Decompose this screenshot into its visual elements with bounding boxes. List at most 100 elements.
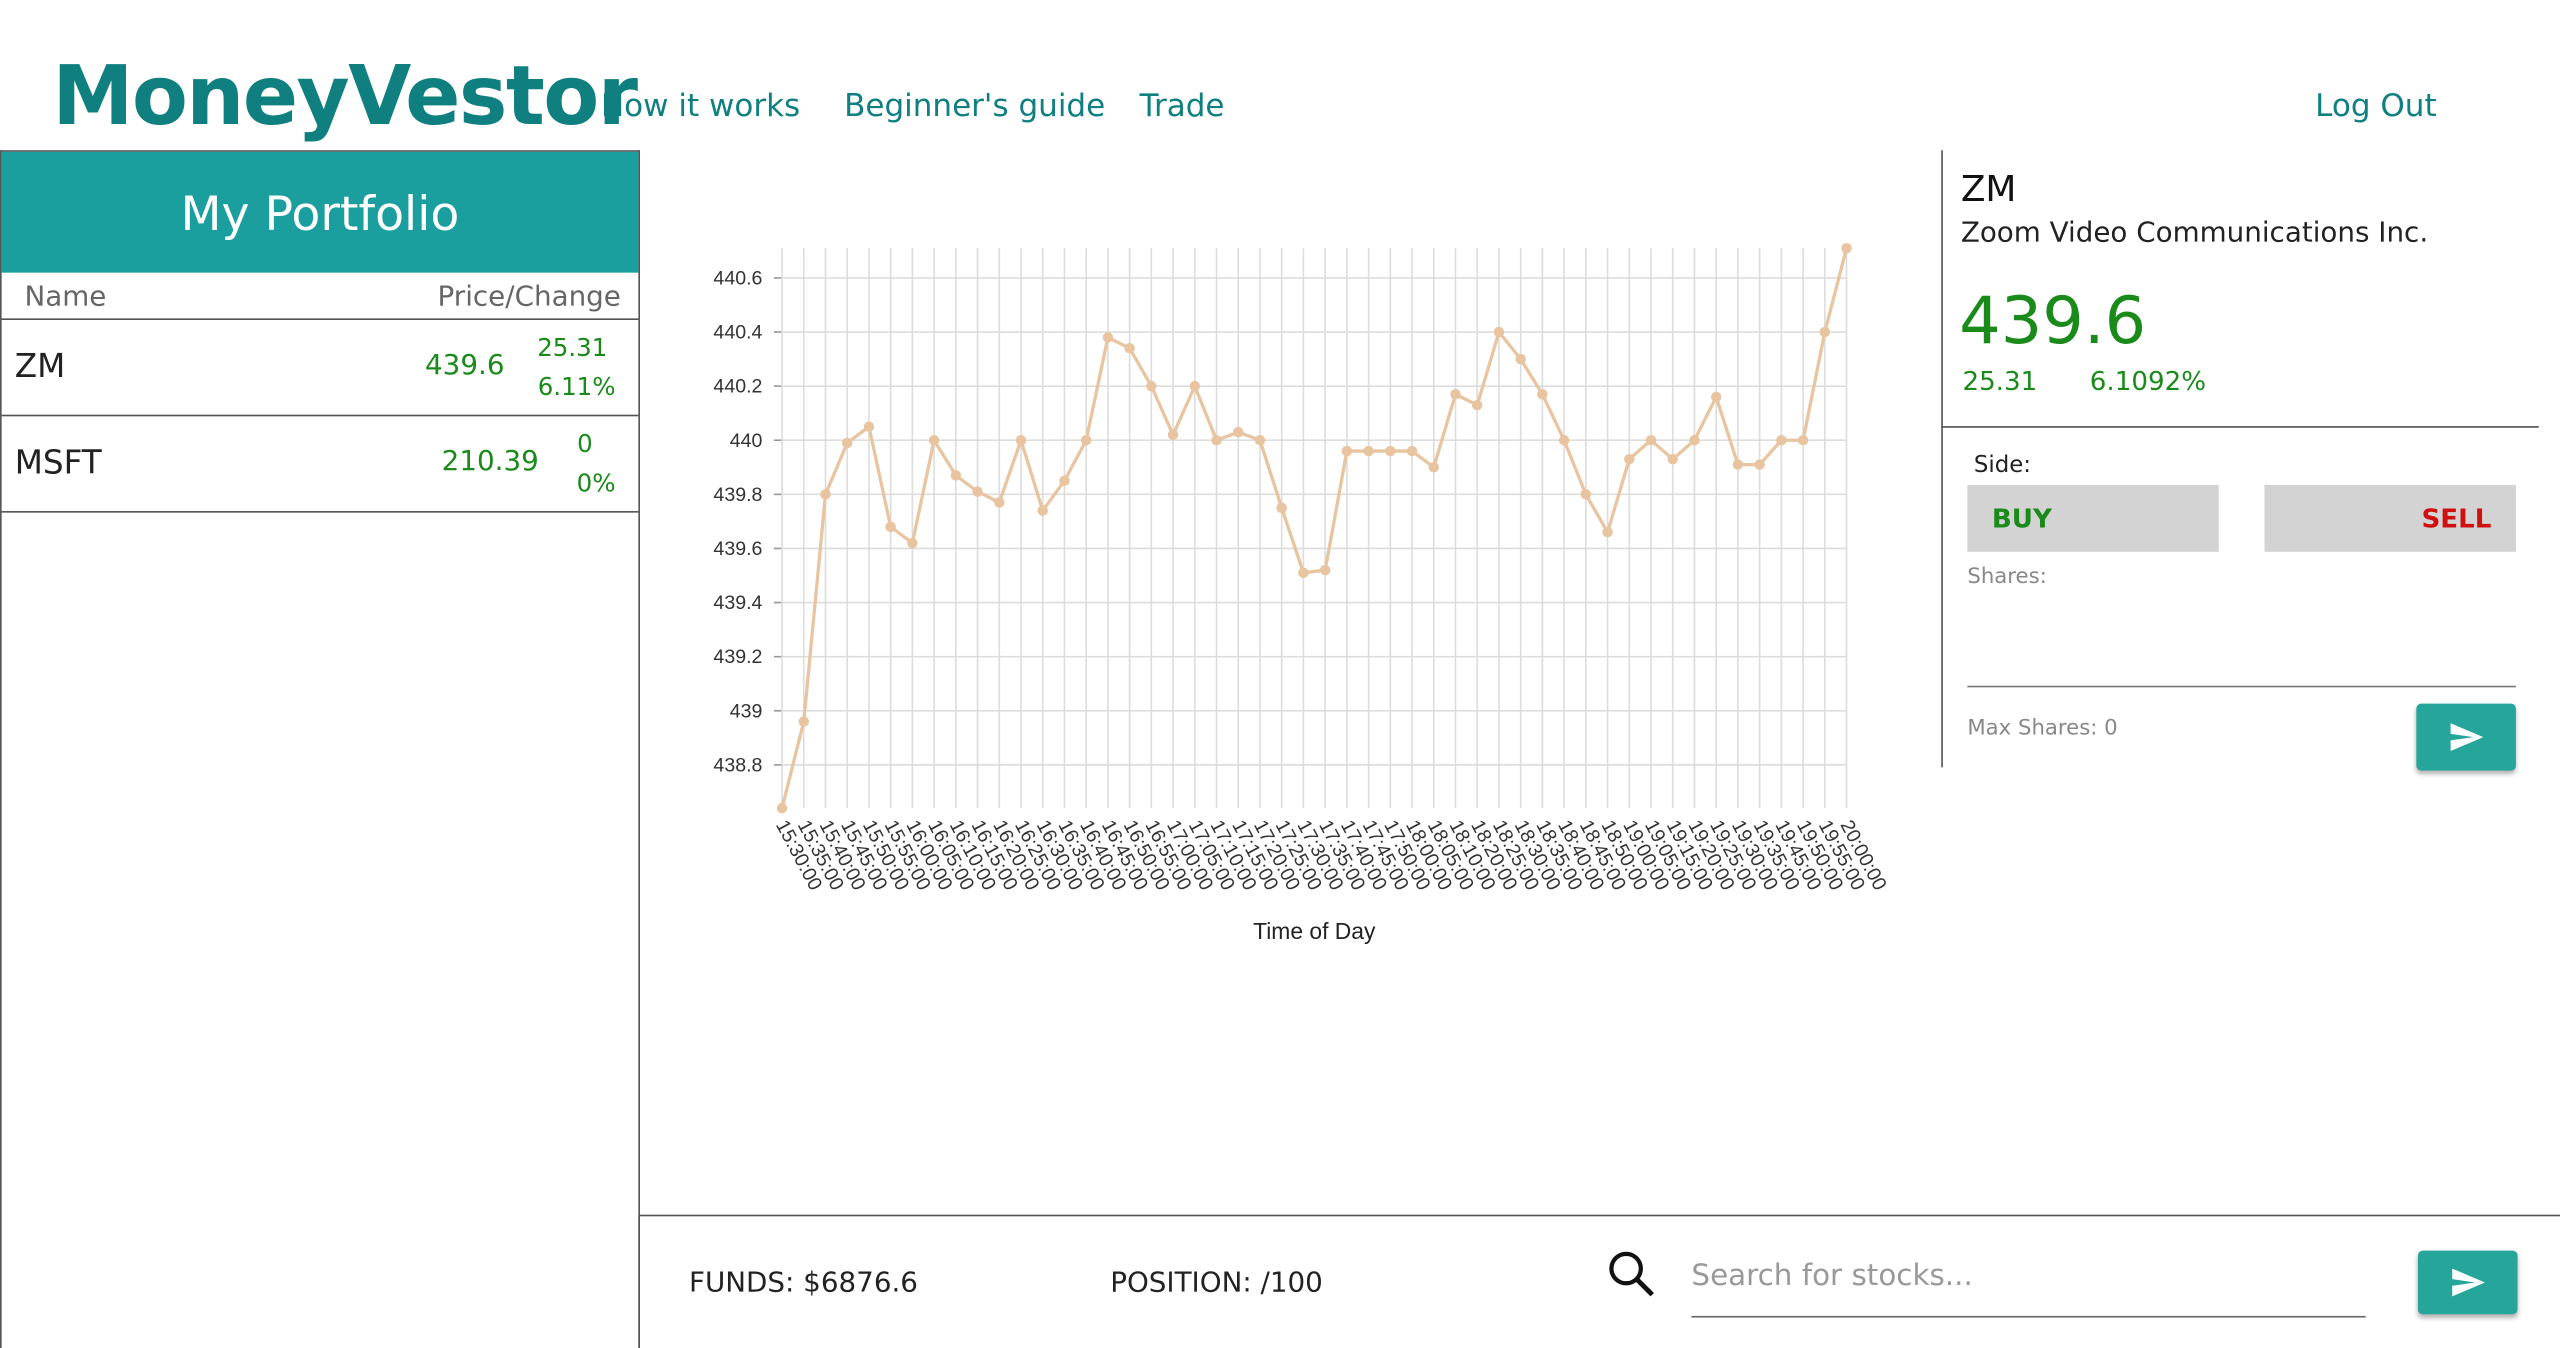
col-header: Name (24, 280, 107, 314)
divider (1, 318, 639, 320)
search-icon (1609, 1251, 1654, 1297)
point (1797, 435, 1809, 446)
y-tick-label: 439 (730, 700, 763, 722)
shares-input[interactable] (1967, 685, 2516, 688)
x-axis-title: Time of Day (1253, 918, 1376, 944)
chart: Time of Day 438.8 439 439.2 439.4 439.6 439.8… (713, 242, 1891, 944)
y-tick-label: 440.2 (713, 376, 762, 398)
y-tick-label: 440 (730, 430, 763, 452)
y-tick-label: 439.8 (713, 484, 762, 506)
point (1080, 435, 1092, 446)
point (1428, 462, 1439, 473)
search-button[interactable] (2417, 1250, 2518, 1315)
stock-change-pct: 6.11% (537, 372, 616, 402)
point (1471, 399, 1483, 411)
divider (639, 1214, 2560, 1217)
buy-button[interactable] (1967, 484, 2219, 552)
point (1037, 505, 1048, 516)
point (1537, 389, 1548, 400)
stock-change-pct: 0% (576, 468, 616, 498)
point (1689, 435, 1700, 446)
sell-button[interactable] (2264, 484, 2516, 552)
point (841, 437, 853, 449)
point (1167, 429, 1179, 441)
nav-link[interactable]: Trade (1139, 88, 1225, 125)
stock-change: 25.31 (537, 333, 608, 363)
point (1015, 435, 1027, 446)
point (994, 497, 1005, 508)
point (1667, 453, 1678, 465)
change: 25.31 (1962, 365, 2038, 397)
symbol: ZM (1960, 169, 2017, 211)
brand[interactable]: MoneyVestor (52, 48, 638, 144)
point (1341, 445, 1353, 457)
y-tick-label: 438.8 (713, 754, 762, 776)
stock-change: 0 (577, 429, 593, 459)
point (972, 486, 983, 497)
divider (638, 1214, 640, 1348)
point (1319, 564, 1331, 576)
point (1710, 391, 1722, 403)
divider (1, 511, 639, 513)
divider (1941, 426, 2539, 428)
change-pct: 6.1092% (2089, 365, 2207, 397)
point (928, 435, 940, 446)
point (1189, 380, 1201, 392)
point (1233, 426, 1244, 438)
divider (1941, 150, 1943, 768)
point (1276, 502, 1287, 514)
logout[interactable]: Log Out (2315, 88, 2437, 125)
point (1406, 445, 1418, 457)
sell-label: SELL (2421, 502, 2492, 534)
point (776, 802, 788, 814)
point (1754, 459, 1765, 470)
stock-name[interactable]: MSFT (14, 442, 102, 482)
point (1450, 389, 1461, 400)
point (863, 421, 875, 432)
company: Zoom Video Communications Inc. (1960, 217, 2429, 250)
point (1146, 380, 1157, 392)
y-tick-label: 440.6 (713, 267, 762, 289)
search-input[interactable]: Search for stocks... (1691, 1258, 1973, 1294)
y-tick-label: 440.4 (713, 322, 762, 344)
nav-link[interactable]: Beginner's guide (844, 88, 1106, 125)
point (950, 470, 962, 481)
point (1732, 459, 1744, 470)
point (820, 489, 831, 500)
send-icon (2450, 723, 2484, 752)
point (1102, 332, 1114, 343)
point (1624, 453, 1635, 465)
divider (1, 414, 639, 417)
point (1776, 435, 1787, 446)
price: 439.6 (1959, 284, 2147, 360)
point (885, 521, 896, 533)
stock-price: 439.6 (425, 349, 505, 383)
point (798, 716, 809, 727)
y-tick-label: 439.6 (713, 538, 762, 560)
point (1645, 435, 1657, 446)
point (1363, 445, 1374, 457)
nav-link[interactable]: How it works (600, 88, 801, 125)
y-tick-label: 439.4 (713, 592, 762, 614)
point (1580, 489, 1592, 500)
max-shares: Max Shares: 0 (1967, 716, 2118, 742)
point (1211, 435, 1222, 446)
point (1385, 445, 1396, 457)
send-icon (2452, 1268, 2485, 1297)
point (1493, 326, 1505, 338)
point (1515, 353, 1526, 365)
y-tick-label: 439.2 (713, 646, 762, 668)
portfolio-title: My Portfolio (1, 151, 639, 273)
shares-label: Shares: (1967, 564, 2047, 590)
point (1059, 475, 1070, 487)
point (1602, 526, 1613, 538)
stock-name[interactable]: ZM (14, 346, 66, 386)
point (1558, 435, 1570, 446)
point (1819, 326, 1831, 338)
funds: FUNDS: $6876.6 (688, 1266, 918, 1300)
search-underline (1691, 1315, 2366, 1318)
submit-button[interactable] (2416, 703, 2516, 771)
side-label: Side: (1973, 452, 2032, 479)
